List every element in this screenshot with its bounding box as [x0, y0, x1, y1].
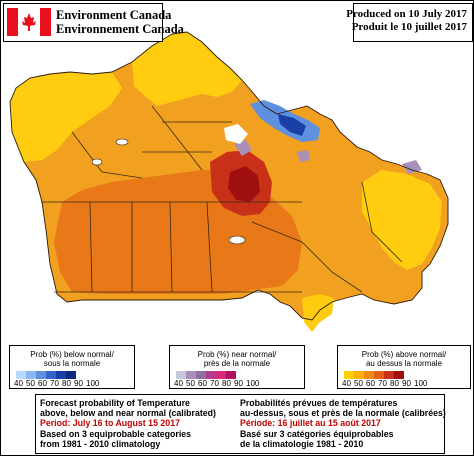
legend-below-swatches: [16, 371, 76, 379]
info-fr-line4: de la climatologie 1981 - 2010: [240, 438, 364, 449]
legend-tick-label: 100: [246, 379, 260, 388]
zone-yellow-northwest: [10, 72, 122, 162]
info-fr-line1: Probabilités prévues de températures: [240, 398, 398, 408]
legend-above-normal: Prob (%) above normal/ au dessus la norm…: [337, 345, 471, 389]
legend-below-ticks: 40 50 60 70 80 90 100: [14, 379, 100, 388]
legend-tick-label: 90: [402, 379, 411, 388]
legend-tick-label: 40: [174, 379, 183, 388]
legend-below-normal: Prob (%) below normal/ sous la normale 4…: [9, 345, 135, 389]
legend-tick-label: 80: [62, 379, 71, 388]
zone-darkblue-baffin: [278, 114, 306, 136]
legend-tick-label: 80: [222, 379, 231, 388]
zone-yellow-east: [362, 170, 442, 270]
lake-2: [115, 138, 129, 146]
forecast-info-box: Forecast probability of Temperature abov…: [35, 394, 446, 454]
legend-above-swatches: [344, 371, 404, 379]
legend-below-title-en: Prob (%) below normal/: [30, 350, 114, 359]
legend-row: Prob (%) below normal/ sous la normale 4…: [3, 341, 471, 391]
agency-header: Environment Canada Environnement Canada: [3, 3, 184, 42]
agency-name: Environment Canada Environnement Canada: [56, 8, 184, 36]
legend-swatch: [374, 371, 384, 379]
legend-swatch: [354, 371, 364, 379]
info-fr-line3: Basé sur 3 catégories équiprobables: [240, 428, 394, 439]
zone-grey-1: [234, 140, 252, 156]
legend-tick-label: 50: [354, 379, 363, 388]
legend-above-title-fr: au dessus la normale: [365, 359, 443, 368]
legend-near-normal: Prob (%) near normal/ près de la normale…: [169, 345, 305, 389]
legend-swatch: [66, 371, 76, 379]
legend-swatch: [226, 371, 236, 379]
legend-swatch: [394, 371, 404, 379]
legend-swatch: [206, 371, 216, 379]
boundary-lines: [42, 105, 403, 293]
legend-swatch: [176, 371, 186, 379]
agency-name-en: Environment Canada: [56, 8, 172, 22]
legend-swatch: [364, 371, 374, 379]
zone-darkred-core: [228, 166, 260, 202]
legend-near-ticks: 40 50 60 70 80 90 100: [174, 379, 260, 388]
legend-below-title-fr: sous la normale: [43, 359, 101, 368]
legend-swatch: [16, 371, 26, 379]
legend-tick-label: 90: [74, 379, 83, 388]
legend-above-ticks: 40 50 60 70 80 90 100: [342, 379, 428, 388]
production-date-box: Produced on 10 July 2017 Produit le 10 j…: [346, 3, 473, 42]
legend-near-swatches: [176, 371, 236, 379]
produced-fr: Produit le 10 juillet 2017: [351, 21, 467, 33]
legend-swatch: [186, 371, 196, 379]
legend-tick-label: 100: [86, 379, 100, 388]
legend-tick-label: 80: [390, 379, 399, 388]
legend-tick-label: 40: [342, 379, 351, 388]
legend-swatch: [46, 371, 56, 379]
legend-above-title-en: Prob (%) above normal/: [361, 350, 447, 359]
legend-swatch: [56, 371, 66, 379]
info-en-line4: from 1981 - 2010 climatology: [40, 438, 161, 449]
legend-tick-label: 70: [210, 379, 219, 388]
legend-tick-label: 70: [378, 379, 387, 388]
legend-tick-label: 50: [186, 379, 195, 388]
legend-tick-label: 60: [366, 379, 375, 388]
legend-swatch: [216, 371, 226, 379]
lake-3: [91, 158, 103, 166]
legend-tick-label: 40: [14, 379, 23, 388]
legend-near-title-fr: près de la normale: [203, 359, 271, 368]
legend-tick-label: 60: [198, 379, 207, 388]
legend-near-title-en: Prob (%) near normal/: [197, 350, 277, 359]
zone-white-north: [224, 124, 248, 144]
legend-tick-label: 90: [234, 379, 243, 388]
legend-tick-label: 60: [38, 379, 47, 388]
info-french: Probabilités prévues de températures au-…: [236, 395, 446, 453]
zone-grey-3: [297, 150, 310, 162]
canada-forecast-map: [2, 2, 472, 342]
zone-yellow-arctic: [132, 32, 242, 106]
info-english: Forecast probability of Temperature abov…: [36, 395, 236, 453]
legend-swatch: [344, 371, 354, 379]
info-fr-period: Période: 16 juillet au 15 août 2017: [240, 418, 381, 429]
info-en-line1: Forecast probability of Temperature: [40, 398, 190, 408]
legend-tick-label: 70: [50, 379, 59, 388]
legend-tick-label: 50: [26, 379, 35, 388]
info-en-line2: above, below and near normal (calibrated…: [40, 408, 216, 419]
legend-swatch: [196, 371, 206, 379]
legend-swatch: [36, 371, 46, 379]
info-fr-line2: au-dessus, sous et près de la normale (c…: [240, 408, 446, 419]
legend-tick-label: 100: [414, 379, 428, 388]
canada-flag-icon: [7, 8, 51, 36]
zone-grey-2: [402, 160, 422, 174]
legend-swatch: [384, 371, 394, 379]
info-en-period: Period: July 16 to August 15 2017: [40, 418, 180, 429]
coastline: [9, 31, 449, 321]
agency-name-fr: Environnement Canada: [56, 22, 184, 36]
info-en-line3: Based on 3 equiprobable categories: [40, 428, 192, 439]
legend-swatch: [26, 371, 36, 379]
lake-1: [228, 235, 246, 245]
produced-en: Produced on 10 July 2017: [346, 8, 467, 20]
